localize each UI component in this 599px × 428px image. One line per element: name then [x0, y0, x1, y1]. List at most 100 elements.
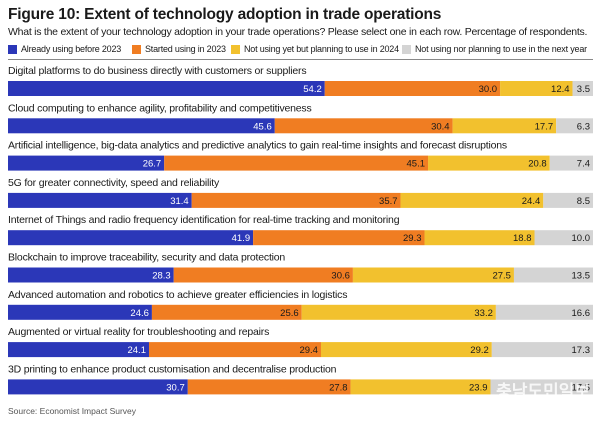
bar-segment-already-using-1 — [8, 81, 325, 96]
chart-row-5: Internet of Things and radio frequency i… — [8, 214, 593, 246]
bar-segment-already-using-7 — [8, 304, 152, 320]
bar-segment-started-2023-8 — [148, 342, 321, 358]
data-label-already-using-6: 28.3 — [152, 271, 171, 282]
chart-row-3: Artificial intelligence, big-data analyt… — [8, 140, 593, 171]
legend-label-planning-2024: Not using yet but planning to use in 202… — [244, 44, 399, 54]
legend-item-planning-2024: Not using yet but planning to use in 202… — [231, 43, 399, 55]
bar-segment-started-2023-5 — [253, 230, 425, 246]
chart-row-8: Augmented or virtual reality for trouble… — [8, 326, 594, 358]
data-label-already-using-1: 54.2 — [303, 84, 322, 95]
data-label-planning-2024-8: 29.2 — [470, 345, 489, 356]
category-label-6: Blockchain to improve traceability, secu… — [8, 252, 285, 264]
bar-segment-started-2023-7 — [151, 304, 302, 320]
bar-segment-not-planning-1 — [572, 81, 593, 96]
data-label-not-planning-5: 10.0 — [572, 233, 591, 244]
data-label-already-using-3: 26.7 — [143, 159, 162, 170]
data-label-started-2023-8: 29.4 — [299, 345, 318, 356]
data-label-already-using-7: 24.6 — [130, 308, 149, 319]
bar-segment-not-planning-3 — [549, 155, 593, 171]
bar-segment-not-planning-5 — [534, 230, 593, 246]
chart-row-4: 5G for greater connectivity, speed and r… — [8, 177, 594, 208]
data-label-started-2023-2: 30.4 — [431, 121, 450, 132]
data-label-not-planning-9: 17.5 — [572, 382, 591, 393]
data-label-not-planning-3: 7.4 — [577, 159, 590, 170]
chart-row-7: Advanced automation and robotics to achi… — [8, 289, 593, 320]
data-label-started-2023-5: 29.3 — [403, 233, 422, 244]
data-label-not-planning-6: 13.5 — [572, 271, 591, 282]
data-label-not-planning-8: 17.3 — [572, 345, 591, 356]
data-label-already-using-9: 30.7 — [166, 382, 185, 393]
bar-segment-started-2023-9 — [187, 379, 351, 395]
category-label-7: Advanced automation and robotics to achi… — [8, 289, 347, 301]
data-label-not-planning-7: 16.6 — [572, 308, 591, 319]
bar-segment-already-using-3 — [8, 155, 165, 171]
data-label-started-2023-4: 35.7 — [379, 196, 398, 207]
chart-title: Figure 10: Extent of technology adoption… — [8, 6, 442, 23]
bar-segment-started-2023-3 — [164, 155, 429, 171]
data-label-planning-2024-7: 33.2 — [474, 308, 493, 319]
data-label-started-2023-6: 30.6 — [331, 271, 350, 282]
data-label-started-2023-7: 25.6 — [280, 308, 299, 319]
category-label-4: 5G for greater connectivity, speed and r… — [8, 177, 220, 189]
data-label-started-2023-3: 45.1 — [407, 159, 426, 170]
data-label-planning-2024-9: 23.9 — [469, 382, 488, 393]
bar-segment-already-using-8 — [8, 342, 149, 358]
category-label-9: 3D printing to enhance product customisa… — [8, 363, 337, 375]
chart-row-6: Blockchain to improve traceability, secu… — [8, 252, 593, 283]
bar-segment-not-planning-9 — [490, 379, 593, 395]
category-label-8: Augmented or virtual reality for trouble… — [8, 326, 269, 338]
data-label-already-using-5: 41.9 — [232, 233, 251, 244]
bar-segment-not-planning-6 — [513, 267, 593, 283]
bar-segment-already-using-2 — [8, 118, 275, 134]
legend-swatch-not-planning — [402, 44, 411, 54]
legend-divider — [8, 59, 593, 60]
legend-label-started-2023: Started using in 2023 — [145, 44, 226, 54]
data-label-planning-2024-2: 17.7 — [535, 121, 554, 132]
legend: Already using before 2023 Started using … — [8, 43, 593, 55]
chart-row-2: Cloud computing to enhance agility, prof… — [8, 102, 593, 134]
chart-row-1: Digital platforms to do business directl… — [8, 65, 593, 96]
bar-segment-started-2023-6 — [173, 267, 353, 283]
legend-label-not-planning: Not using nor planning to use in the nex… — [415, 44, 587, 54]
data-label-started-2023-9: 27.8 — [329, 382, 348, 393]
bar-segment-planning-2024-3 — [428, 155, 550, 171]
watermark: 충남도민일보 — [496, 382, 590, 402]
category-label-1: Digital platforms to do business directl… — [8, 65, 306, 77]
bar-segment-planning-2024-5 — [424, 230, 535, 246]
bar-segment-already-using-6 — [8, 267, 174, 283]
bar-segment-planning-2024-9 — [350, 379, 491, 395]
data-label-planning-2024-6: 27.5 — [492, 271, 511, 282]
bar-segment-already-using-4 — [8, 192, 192, 208]
bar-segment-already-using-5 — [8, 230, 254, 246]
bar-segment-started-2023-2 — [274, 118, 453, 134]
data-label-not-planning-1: 3.5 — [577, 84, 590, 95]
bar-segment-planning-2024-2 — [452, 118, 557, 134]
bar-segment-started-2023-4 — [191, 192, 401, 208]
data-label-already-using-8: 24.1 — [127, 345, 146, 356]
bar-segment-planning-2024-4 — [400, 192, 544, 208]
category-label-5: Internet of Things and radio frequency i… — [8, 214, 400, 226]
data-label-planning-2024-1: 12.4 — [551, 84, 570, 95]
bar-segment-not-planning-7 — [495, 304, 593, 320]
chart-subtitle: What is the extent of your technology ad… — [8, 26, 588, 38]
legend-item-started-2023: Started using in 2023 — [132, 43, 226, 55]
bar-segment-planning-2024-7 — [301, 304, 496, 320]
bar-segment-not-planning-8 — [491, 342, 594, 358]
legend-swatch-planning-2024 — [231, 44, 240, 54]
bar-segment-already-using-9 — [8, 379, 188, 395]
data-label-started-2023-1: 30.0 — [479, 84, 498, 95]
chart-row-9: 3D printing to enhance product customisa… — [8, 363, 593, 395]
bar-segment-planning-2024-6 — [352, 267, 514, 283]
data-label-planning-2024-3: 20.8 — [528, 159, 547, 170]
data-label-not-planning-2: 6.3 — [577, 121, 590, 132]
category-label-2: Cloud computing to enhance agility, prof… — [8, 102, 312, 114]
data-label-already-using-4: 31.4 — [170, 196, 189, 207]
data-label-already-using-2: 45.6 — [253, 121, 272, 132]
legend-swatch-started-2023 — [132, 44, 141, 54]
bar-segment-not-planning-2 — [556, 118, 593, 134]
legend-label-already-using: Already using before 2023 — [21, 44, 122, 54]
bar-segment-planning-2024-1 — [500, 81, 573, 96]
source-note: Source: Economist Impact Survey — [8, 406, 137, 416]
bar-segment-started-2023-1 — [324, 81, 501, 96]
